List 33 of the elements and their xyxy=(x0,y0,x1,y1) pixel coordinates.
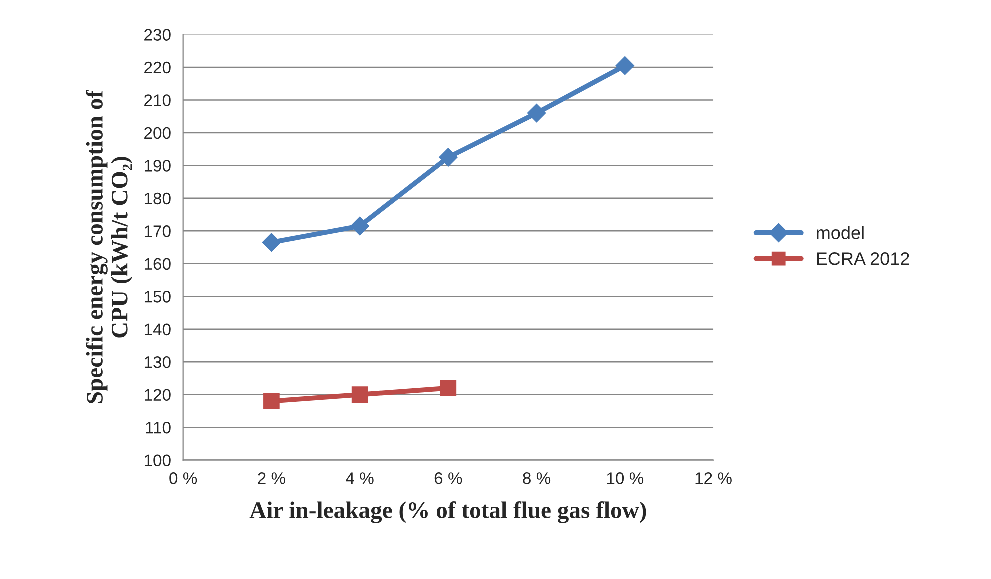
point xyxy=(350,216,370,236)
point xyxy=(616,56,635,76)
x-tick-label: 12 % xyxy=(696,472,732,484)
y-tick-label: 170 xyxy=(144,226,171,238)
y-tick-label: 110 xyxy=(146,422,171,434)
y-tick-label: 230 xyxy=(144,29,171,41)
y-tick-label: 120 xyxy=(144,389,171,402)
legend-label: model xyxy=(817,226,864,240)
x-tick-label: 8 % xyxy=(523,472,551,484)
x-tick-label: 4 % xyxy=(346,472,374,484)
point xyxy=(439,148,458,167)
y-tick-label: 140 xyxy=(144,324,171,336)
y-tick-label: 130 xyxy=(144,356,171,368)
x-tick-label: 6 % xyxy=(434,472,462,484)
y-tick-label: 100 xyxy=(144,454,171,467)
point xyxy=(262,233,282,252)
point xyxy=(352,386,368,403)
point xyxy=(440,380,457,396)
y-tick-label: 210 xyxy=(144,94,171,106)
x-tick-label: 2 % xyxy=(258,472,286,484)
point xyxy=(264,393,280,410)
x-tick-label: 10 % xyxy=(607,472,644,484)
y-tick-label: 150 xyxy=(144,291,171,303)
y-tick-label: 180 xyxy=(144,192,171,205)
x-axis-title: Air in-leakage (% of total flue gas flow) xyxy=(250,502,646,524)
point xyxy=(527,104,546,123)
y-tick-label: 190 xyxy=(144,160,171,172)
y-tick-label: 220 xyxy=(144,62,171,74)
y-tick-label: 160 xyxy=(144,258,171,270)
y-axis-title: Specific energy consumption of CPU (kWh/t CO₂) xyxy=(86,90,133,404)
x-tick-label: 0 % xyxy=(170,472,198,484)
legend-label: ECRA 2012 xyxy=(817,252,910,266)
y-tick-label: 200 xyxy=(144,127,171,140)
